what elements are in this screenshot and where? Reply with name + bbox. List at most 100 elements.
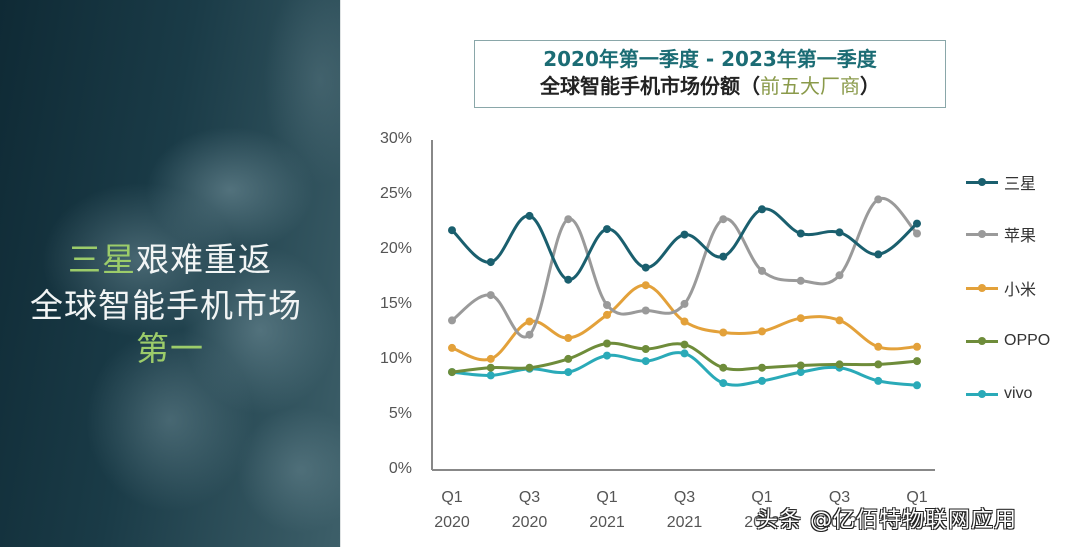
y-tick-label: 20%: [379, 240, 412, 257]
data-point: [603, 301, 611, 309]
data-point: [641, 281, 650, 290]
data-point: [448, 226, 456, 235]
headline-line-1-rest: 艰难重返: [136, 240, 272, 279]
x-tick-label: Q1 2023: [899, 489, 935, 531]
data-point: [913, 381, 921, 390]
data-point: [486, 363, 495, 372]
data-point: [835, 228, 844, 237]
data-point: [603, 339, 611, 348]
data-point: [913, 357, 921, 366]
data-point: [835, 271, 844, 280]
legend-line-marker-icon: [966, 283, 998, 292]
x-tick-label: Q3 2020: [511, 489, 548, 531]
y-tick-label: 15%: [379, 295, 412, 312]
data-point: [835, 360, 844, 369]
headline-line-1: 三星艰难重返: [0, 237, 340, 283]
data-point: [719, 252, 728, 261]
data-point: [448, 368, 456, 377]
x-tick-label: Q1 2022: [744, 489, 780, 531]
y-tick-label: 5%: [388, 405, 412, 422]
chart-title-accent: 前五大厂商: [760, 74, 860, 98]
watermark: 头条 @亿佰特物联网应用: [756, 508, 1017, 533]
data-point: [758, 266, 766, 275]
data-point: [913, 229, 921, 238]
legend-label: 苹果: [1004, 228, 1037, 245]
data-point: [680, 340, 689, 349]
panel-divider: [340, 0, 341, 547]
data-point: [680, 349, 689, 358]
legend-item: vivo: [966, 382, 1032, 406]
chart-title-paren-open: （: [740, 74, 760, 98]
data-point: [525, 211, 534, 220]
data-point: [874, 195, 883, 204]
data-point: [641, 357, 650, 366]
series-OPPO: [448, 339, 921, 377]
x-tick-label: Q1 2021: [589, 489, 625, 531]
data-point: [719, 328, 728, 337]
headline-line-3-text: 第一: [136, 329, 204, 368]
x-tick-label: Q3 2021: [666, 489, 703, 531]
data-point: [564, 215, 573, 224]
data-point: [486, 371, 495, 380]
legend-line-marker-icon: [966, 177, 998, 186]
x-tick-label: Q1 2020: [434, 489, 470, 531]
data-point: [603, 310, 611, 319]
series-小米: [448, 281, 921, 363]
headline-line-2: 全球智能手机市场: [30, 286, 302, 325]
data-point: [719, 379, 728, 388]
data-point: [603, 351, 611, 360]
data-point: [564, 368, 573, 377]
series-苹果: [448, 195, 921, 339]
data-point: [796, 229, 805, 238]
chart-title-main: 全球智能手机市场份额（前五大厂商）: [475, 72, 945, 100]
series-三星: [448, 205, 921, 284]
data-point: [874, 360, 883, 369]
data-point: [525, 363, 534, 372]
data-point: [758, 363, 766, 372]
legend-label: 小米: [1004, 282, 1037, 299]
data-point: [913, 342, 921, 351]
data-point: [603, 225, 611, 234]
data-point: [719, 363, 728, 372]
data-point: [680, 317, 689, 326]
data-point: [913, 219, 921, 228]
data-point: [796, 276, 805, 285]
headline-line-3: 第一: [0, 326, 340, 372]
chart-title-paren-close: ）: [860, 74, 880, 98]
data-point: [641, 263, 650, 272]
y-tick-label: 30%: [379, 130, 412, 147]
data-point: [486, 258, 495, 267]
data-point: [874, 342, 883, 351]
headline-highlight: 三星: [68, 240, 136, 279]
data-point: [486, 291, 495, 300]
legend-item: OPPO: [966, 329, 1050, 353]
legend-line-marker-icon: [966, 229, 998, 238]
data-point: [796, 361, 805, 370]
data-point: [525, 317, 534, 326]
legend-line-marker-icon: [966, 336, 998, 345]
legend-item: 小米: [966, 276, 1036, 300]
data-point: [719, 215, 728, 224]
data-point: [796, 314, 805, 323]
data-point: [874, 250, 883, 259]
y-tick-label: 0%: [388, 460, 412, 477]
data-point: [680, 299, 689, 308]
data-point: [525, 330, 534, 339]
data-point: [758, 205, 766, 214]
legend-label: 三星: [1004, 176, 1037, 193]
data-point: [641, 345, 650, 353]
legend-label: OPPO: [1004, 332, 1051, 349]
left-decorative-panel: 三星艰难重返 全球智能手机市场 第一: [0, 0, 340, 547]
data-point: [758, 327, 766, 336]
chart-title-period: 2020年第一季度 - 2023年第一季度: [543, 47, 877, 71]
data-point: [486, 354, 495, 363]
y-tick-label: 10%: [379, 350, 412, 367]
y-tick-label: 25%: [379, 185, 412, 202]
data-point: [796, 368, 805, 377]
data-point: [564, 275, 573, 284]
data-point: [564, 354, 573, 363]
data-point: [641, 306, 650, 315]
chart-title-box: 2020年第一季度 - 2023年第一季度 全球智能手机市场份额（前五大厂商）: [474, 40, 946, 108]
data-point: [680, 230, 689, 239]
